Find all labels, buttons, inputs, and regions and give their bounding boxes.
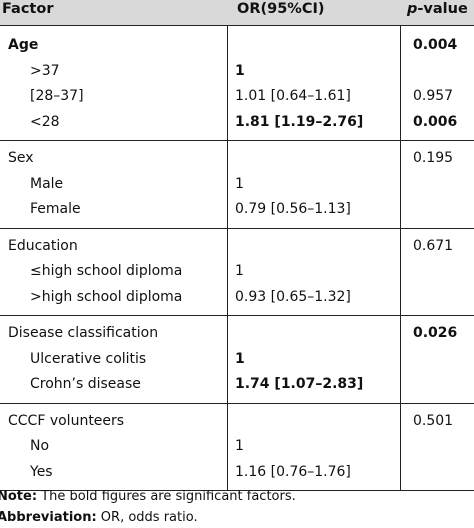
odds-ratio-cell: 0.93 [0.65–1.32] [235,288,351,305]
results-table: Factor OR(95%CI) p-value Age 0.004 >37 1 [28… [0,0,474,491]
group-age: Age 0.004 >37 1 [28–37] 1.01 [0.64–1.61] 0.957… [0,26,474,141]
column-divider [227,403,228,490]
table-notes: Note: The bold figures are significant f… [0,486,296,528]
odds-ratio-cell: 1.74 [1.07–2.83] [235,376,364,392]
column-divider [227,26,228,140]
header-p-value: p-value [407,0,468,25]
factor-name: Sex [8,150,34,166]
column-divider [400,316,401,403]
table-row: Education 0.671 [0,233,474,259]
factor-level: Yes [30,463,53,480]
table-row: Yes 1.16 [0.76–1.76] [0,459,474,485]
factor-level: Male [30,175,64,192]
column-divider [400,228,401,315]
odds-ratio-cell: 1 [235,350,245,367]
p-value-cell: 0.957 [413,88,454,104]
table-row: ≤high school diploma 1 [0,258,474,284]
factor-level: No [30,438,50,454]
table-body: Age 0.004 >37 1 [28–37] 1.01 [0.64–1.61] 0.957… [0,26,474,491]
p-value-cell: 0.026 [413,325,458,341]
column-divider [400,403,401,490]
factor-level: >37 [30,62,60,79]
group-cccf-volunteers: CCCF volunteers 0.501 No 1 Yes 1.16 [0.76–1.7… [0,403,474,491]
p-value-cell: 0.004 [413,37,458,53]
odds-ratio-cell: 1.01 [0.64–1.61] [235,88,351,104]
p-value-cell: 0.501 [413,412,454,429]
abbreviation-line: Abbreviation: OR, odds ratio. [0,507,296,528]
factor-name: Age [8,37,39,53]
factor-level: <28 [30,113,60,130]
header-p-rest: -value [417,1,468,17]
table-row: Sex 0.195 [0,145,474,171]
odds-ratio-cell: 1 [235,263,244,279]
factor-level: ≤high school diploma [30,263,183,279]
factor-level: Ulcerative colitis [30,350,147,367]
table-row: [28–37] 1.01 [0.64–1.61] 0.957 [0,83,474,109]
abbreviation-label: Abbreviation: [0,510,97,525]
table-row: No 1 [0,433,474,459]
factor-name: Disease classification [8,325,159,341]
group-disease-classification: Disease classification 0.026 Ulcerative co… [0,316,474,404]
p-value-cell: 0.006 [413,113,458,130]
abbreviation-text: OR, odds ratio. [96,510,198,525]
header-p-italic: p [407,1,418,17]
table-row: CCCF volunteers 0.501 [0,408,474,434]
odds-ratio-cell: 1 [235,438,244,454]
odds-ratio-cell: 1.81 [1.19–2.76] [235,113,364,130]
header-factor: Factor [2,1,54,17]
table-row: Female 0.79 [0.56–1.13] [0,196,474,222]
table-row: >37 1 [0,58,474,84]
table-row: Crohn’s disease 1.74 [1.07–2.83] [0,371,474,397]
column-divider [227,228,228,315]
factor-level: Crohn’s disease [30,376,141,392]
table-row: Male 1 [0,171,474,197]
table-row: Age 0.004 [0,32,474,58]
factor-level: Female [30,201,81,217]
header-or: OR(95%CI) [237,1,325,17]
column-divider [227,316,228,403]
table-row: Ulcerative colitis 1 [0,346,474,372]
factor-level: [28–37] [30,88,84,104]
factor-name: Education [8,237,78,254]
factor-level: >high school diploma [30,288,183,305]
table-row: <28 1.81 [1.19–2.76] 0.006 [0,109,474,135]
p-value-cell: 0.671 [413,237,454,254]
factor-name: CCCF volunteers [8,412,125,429]
column-divider [227,141,228,228]
note-line: Note: The bold figures are significant f… [0,486,296,507]
odds-ratio-cell: 1 [235,62,245,79]
table-header: Factor OR(95%CI) p-value [0,0,474,26]
odds-ratio-cell: 1.16 [0.76–1.76] [235,463,351,480]
note-label: Note: [0,489,38,504]
table-row: >high school diploma 0.93 [0.65–1.32] [0,284,474,310]
column-divider [400,26,401,140]
column-divider [400,141,401,228]
odds-ratio-cell: 1 [235,175,244,192]
table-row: Disease classification 0.026 [0,320,474,346]
group-sex: Sex 0.195 Male 1 Female 0.79 [0.56–1.13] [0,141,474,229]
note-text: The bold figures are significant factors… [37,489,296,504]
odds-ratio-cell: 0.79 [0.56–1.13] [235,201,351,217]
p-value-cell: 0.195 [413,150,454,166]
group-education: Education 0.671 ≤high school diploma 1 >high… [0,228,474,316]
